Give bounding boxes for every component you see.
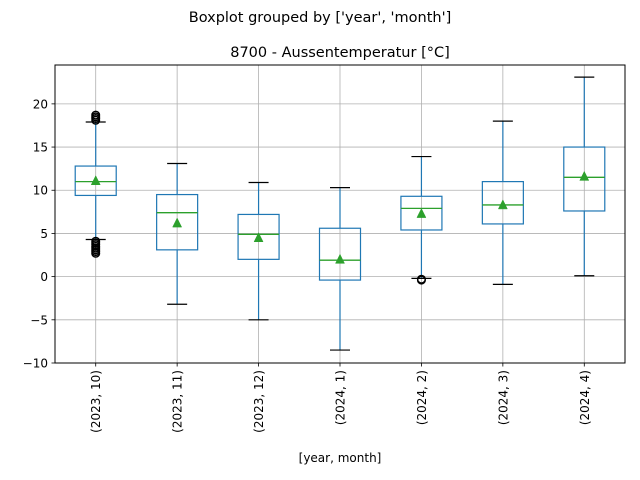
- box-iqr: [74, 165, 117, 197]
- box-group: [481, 120, 524, 285]
- y-tick-label: 15: [33, 141, 48, 155]
- y-tick-label: 10: [33, 184, 48, 198]
- outlier-point: [416, 275, 426, 285]
- box-iqr: [481, 181, 524, 225]
- box-group: [156, 162, 199, 305]
- mean-marker: [416, 208, 427, 218]
- y-tick-label: −5: [30, 313, 48, 327]
- mean-marker: [90, 175, 101, 185]
- box-group: [74, 110, 117, 258]
- box-series: [74, 76, 606, 351]
- box-iqr: [156, 193, 199, 251]
- mean-marker: [579, 170, 590, 181]
- mean-marker: [497, 199, 508, 210]
- x-tick-label: (2023, 11): [171, 370, 185, 433]
- box-iqr: [400, 195, 443, 231]
- x-tick-label: (2024, 4): [578, 370, 592, 425]
- y-tick-label: 20: [33, 97, 48, 111]
- figure-suptitle: Boxplot grouped by ['year', 'month']: [189, 10, 451, 26]
- mean-marker: [172, 217, 183, 228]
- box-group: [563, 76, 606, 277]
- y-tick-label: 5: [40, 227, 48, 241]
- y-tick-label: 0: [40, 270, 48, 284]
- x-tick-label: (2023, 12): [252, 370, 266, 433]
- mean-marker: [335, 253, 345, 264]
- outlier-point: [91, 248, 101, 258]
- y-tick-label: −10: [23, 357, 48, 371]
- box-group: [318, 187, 362, 351]
- x-tick-label: (2023, 10): [89, 370, 103, 433]
- box-iqr: [318, 227, 362, 281]
- chart-title: 8700 - Aussentemperatur [°C]: [230, 45, 450, 61]
- x-axis-label: [year, month]: [299, 451, 382, 465]
- box-iqr: [563, 146, 606, 212]
- mean-marker: [253, 232, 264, 243]
- outlier-point: [91, 110, 101, 120]
- x-tick-label: (2024, 3): [496, 370, 510, 425]
- box-group: [400, 155, 443, 285]
- box-iqr: [237, 213, 280, 260]
- x-axis: (2023, 10) (2023, 11) (2023, 12) (2024, 1) (…: [89, 363, 592, 433]
- box-group: [237, 181, 280, 321]
- y-axis: −10 −5 0 5 10 15 20: [23, 97, 55, 371]
- x-tick-label: (2024, 2): [415, 370, 429, 425]
- x-tick-label: (2024, 1): [334, 370, 348, 425]
